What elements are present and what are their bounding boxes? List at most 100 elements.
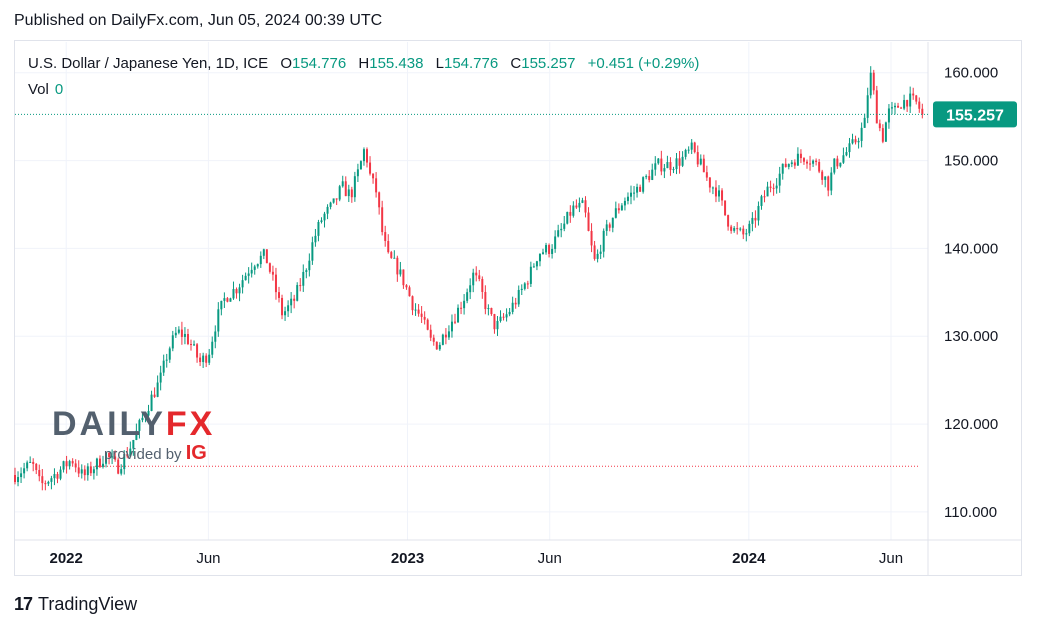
candle-body [875, 90, 878, 124]
candle-body [699, 158, 702, 165]
candle-body [47, 481, 50, 484]
candle-body [205, 355, 208, 363]
candle-body [375, 178, 378, 193]
candle-body [657, 158, 660, 164]
candle-body [384, 232, 387, 241]
candle-body [596, 253, 599, 259]
candle-body [733, 228, 736, 231]
candle-body [323, 213, 326, 221]
candle-body [426, 319, 429, 330]
candle-body [41, 476, 44, 484]
candle-body [344, 181, 347, 197]
candle-body [153, 394, 156, 397]
x-tick-label: 2023 [391, 550, 424, 567]
candle-body [642, 177, 645, 192]
candle-body [611, 217, 614, 228]
x-tick-label: 2022 [50, 550, 83, 567]
candle-body [872, 72, 875, 91]
candle-body [317, 222, 320, 236]
candle-body [156, 382, 159, 397]
candle-body [174, 332, 177, 336]
candle-body [581, 200, 584, 203]
candle-body [253, 266, 256, 270]
candle-body [554, 236, 557, 249]
candle-body [605, 224, 608, 231]
candle-body [711, 187, 714, 189]
candle-body [575, 205, 578, 208]
candle-body [678, 158, 681, 166]
candle-body [766, 186, 769, 197]
candle-body [423, 316, 426, 320]
candle-body [111, 456, 114, 458]
candle-body [399, 269, 402, 275]
candle-body [238, 287, 241, 294]
candle-body [214, 331, 217, 342]
candle-body [569, 211, 572, 216]
candle-body [98, 458, 101, 467]
candle-body [241, 280, 244, 288]
tradingview-logo[interactable]: 17 TradingView [14, 594, 137, 615]
candle-body [381, 207, 384, 233]
candle-body [724, 200, 727, 216]
candle-body [420, 313, 423, 317]
candle-body [520, 288, 523, 290]
legend-symbol[interactable]: U.S. Dollar / Japanese Yen, 1D, ICE [28, 55, 269, 72]
candle-body [429, 329, 432, 338]
candle-body [32, 461, 35, 464]
candle-body [114, 456, 117, 460]
candle-body [144, 415, 147, 418]
candle-body [441, 334, 444, 345]
candle-body [126, 454, 129, 457]
candle-body [630, 192, 633, 197]
candle-body [587, 212, 590, 231]
candle-body [159, 372, 162, 383]
candle-body [548, 245, 551, 254]
candle-body [812, 160, 815, 164]
candle-body [490, 307, 493, 315]
legend-open-value: 154.776 [291, 55, 347, 72]
candle-body [150, 394, 153, 411]
candle-body [108, 452, 111, 458]
candle-body [708, 177, 711, 188]
candle-body [460, 307, 463, 309]
volume-value: 0 [54, 81, 64, 98]
candle-body [742, 228, 745, 235]
candle-body [378, 192, 381, 208]
candle-body [514, 302, 517, 305]
candle-body [481, 278, 484, 292]
candle-body [860, 127, 863, 141]
candle-body [705, 172, 708, 178]
candle-body [809, 163, 812, 165]
candle-body [20, 473, 23, 478]
candle-body [402, 269, 405, 286]
candle-body [302, 271, 305, 286]
candle-body [918, 101, 921, 109]
candle-body [95, 458, 98, 470]
legend-close-value: 155.257 [521, 55, 576, 72]
candle-body [915, 95, 918, 102]
candle-body [660, 158, 663, 172]
candle-body [806, 161, 809, 164]
candle-body [614, 208, 617, 218]
candle-body [447, 331, 450, 338]
candle-body [921, 108, 924, 115]
x-tick-label: Jun [538, 550, 562, 567]
candle-body [183, 334, 186, 337]
candle-body [314, 235, 317, 243]
y-tick-label: 110.000 [944, 504, 997, 521]
candle-body [881, 128, 884, 142]
candle-body [830, 172, 833, 191]
candle-body [836, 158, 839, 167]
candle-body [359, 161, 362, 170]
volume-label: Vol [28, 81, 49, 98]
candle-body [362, 149, 365, 162]
candle-body [405, 285, 408, 288]
candle-body [793, 162, 796, 166]
candle-body [186, 334, 189, 345]
candle-body [190, 344, 193, 346]
candle-body [229, 298, 232, 302]
candle-body [551, 248, 554, 254]
volume-legend: Vol 0 [28, 81, 63, 98]
candle-body [839, 162, 842, 167]
